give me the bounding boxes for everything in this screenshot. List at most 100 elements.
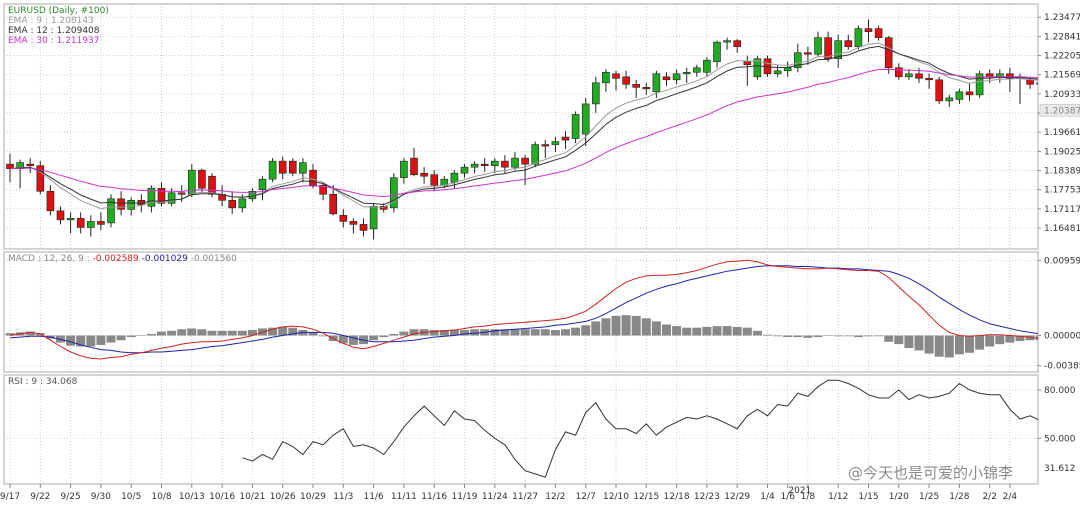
- candle-down: [177, 192, 186, 195]
- candle-down: [894, 67, 903, 78]
- macd-histogram-bar: [510, 329, 520, 336]
- macd-histogram-bar: [682, 327, 692, 336]
- rsi-label: RSI : 9 : 34.068: [8, 377, 78, 387]
- macd-histogram-bar: [1005, 335, 1015, 343]
- candle-down: [632, 84, 641, 88]
- candle-down: [804, 52, 812, 55]
- signal-value-label: -0.001029: [142, 254, 188, 264]
- candle-up: [682, 71, 691, 75]
- macd-histogram-bar: [813, 335, 823, 338]
- macd-histogram-bar: [550, 330, 560, 336]
- ema9-label: EMA : 9 : 1.208143: [8, 16, 94, 26]
- macd-histogram-bar: [853, 335, 863, 338]
- year-label: 2021: [788, 486, 811, 496]
- macd-histogram-bar: [773, 335, 783, 337]
- histogram-value-label: -0.001560: [191, 254, 237, 264]
- x-tick-label: 10/8: [151, 492, 171, 502]
- macd-histogram-bar: [975, 335, 985, 350]
- candle-down: [864, 28, 873, 32]
- macd-histogram-bar: [470, 329, 480, 336]
- x-tick-label: 12/10: [603, 492, 629, 502]
- macd-histogram-bar: [86, 335, 96, 347]
- candle-up: [531, 144, 540, 165]
- macd-histogram-bar: [308, 332, 318, 336]
- macd-line: [9, 259, 1038, 360]
- macd-histogram-bar: [1015, 335, 1025, 341]
- candle-up: [87, 221, 95, 228]
- macd-histogram-bar: [490, 329, 500, 336]
- candle-up: [955, 91, 964, 100]
- rsi-grid: [4, 375, 1038, 484]
- candle-down: [501, 160, 509, 168]
- macd-histogram-bar: [449, 330, 459, 336]
- macd-histogram-bar: [833, 335, 843, 337]
- candle-up: [773, 70, 782, 75]
- candle-down: [288, 160, 297, 174]
- price-candles: [6, 19, 1038, 240]
- candle-up: [511, 157, 519, 168]
- x-tick-label: 10/16: [209, 492, 235, 502]
- macd-histogram-bar: [843, 335, 853, 337]
- candle-down: [884, 37, 893, 69]
- candle-up: [369, 206, 378, 230]
- candle-up: [793, 52, 802, 69]
- candle-down: [1026, 79, 1034, 85]
- price-tick-label: 1.23477: [1044, 13, 1080, 23]
- candle-up: [753, 58, 762, 78]
- macd-histogram-bar: [520, 329, 530, 336]
- macd-histogram-bar: [207, 330, 217, 336]
- candle-down: [642, 87, 651, 90]
- candle-down: [46, 190, 55, 212]
- macd-histogram-bar: [389, 333, 399, 336]
- macd-histogram-bar: [985, 335, 995, 347]
- x-tick-label: 1/25: [919, 492, 939, 502]
- macd-histogram-bar: [227, 330, 237, 336]
- macd-histogram-bar: [944, 335, 954, 358]
- candle-down: [480, 163, 489, 166]
- macd-histogram-bar: [954, 335, 964, 355]
- candle-down: [844, 40, 853, 47]
- candle-up: [945, 97, 954, 102]
- macd-histogram-bar: [146, 333, 156, 336]
- candle-down: [309, 169, 317, 186]
- last-price-box: [1039, 104, 1080, 117]
- candle-up: [713, 41, 721, 63]
- price-tick-label: 1.21569: [1044, 71, 1080, 81]
- price-tick-label: 1.16481: [1044, 224, 1080, 234]
- candle-down: [56, 210, 65, 221]
- candle-up: [834, 40, 843, 60]
- last-price-label: 1.20387: [1044, 106, 1080, 116]
- price-tick-label: 1.20933: [1044, 90, 1080, 100]
- x-tick-label: 11/16: [421, 492, 447, 502]
- candle-up: [905, 73, 913, 78]
- macd-histogram-bar: [217, 330, 227, 336]
- macd-histogram-bar: [348, 335, 358, 345]
- macd-histogram-bar: [540, 329, 550, 336]
- macd-histogram-bar: [237, 330, 247, 336]
- macd-histogram-bar: [924, 335, 934, 354]
- macd-histogram-bar: [662, 324, 671, 336]
- macd-histogram-bar: [369, 335, 379, 341]
- macd-histogram-bar: [651, 321, 661, 336]
- macd-grid: [4, 252, 1038, 372]
- x-tick-label: 1/28: [949, 492, 969, 502]
- candle-up: [975, 73, 984, 96]
- x-tick-label: 9/25: [60, 492, 80, 502]
- candle-down: [622, 76, 630, 85]
- x-tick-label: 10/26: [270, 492, 296, 502]
- ema12-label: EMA : 12 : 1.209408: [8, 26, 100, 36]
- candle-up: [268, 160, 277, 180]
- macd-histogram-bar: [429, 330, 439, 336]
- macd-histogram-bar: [439, 330, 449, 336]
- candle-down: [349, 221, 358, 225]
- macd-tick-label: -0.00385: [1044, 362, 1080, 372]
- macd-histogram-bar: [1025, 335, 1035, 341]
- price-grid: [4, 4, 1038, 249]
- candle-down: [915, 73, 923, 79]
- macd-histogram-bar: [742, 327, 752, 336]
- macd-histogram-bar: [530, 329, 540, 336]
- macd-histogram-bar: [611, 315, 621, 336]
- macd-histogram-bar: [500, 329, 510, 336]
- macd-histogram-bar: [288, 327, 298, 336]
- candle-down: [157, 187, 166, 204]
